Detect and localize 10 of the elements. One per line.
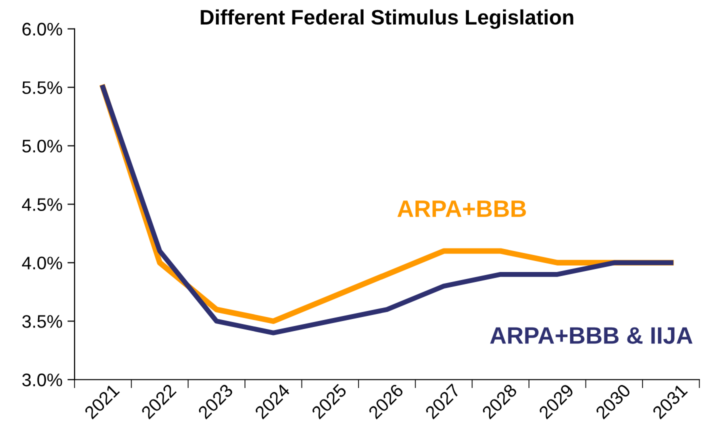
chart-title: Different Federal Stimulus Legislation xyxy=(200,9,574,29)
y-tick-label: 3.5% xyxy=(22,315,62,328)
text: ARPA+BBB & IIJA xyxy=(490,327,692,344)
y-tick-label: 5.5% xyxy=(22,81,62,94)
y-tick-label: 4.5% xyxy=(22,198,62,211)
y-tick-label: 6.0% xyxy=(22,22,62,36)
y-tick-label: 3.0% xyxy=(22,374,62,386)
y-tick-label: 5.0% xyxy=(22,140,62,152)
y-tick-label: 4.0% xyxy=(22,256,62,270)
series-label: ARPA+BBB xyxy=(397,200,526,217)
